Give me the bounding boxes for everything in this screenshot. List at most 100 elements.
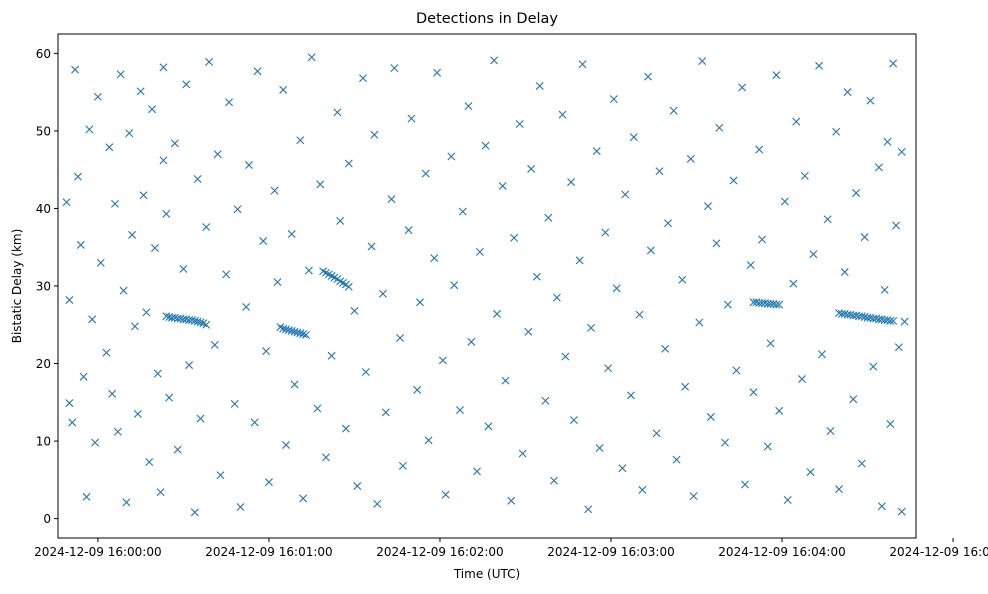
data-point xyxy=(644,72,653,81)
data-point xyxy=(279,85,288,94)
data-point xyxy=(130,322,139,331)
data-point xyxy=(467,337,476,346)
data-point xyxy=(832,127,841,136)
data-point xyxy=(492,309,501,318)
data-point xyxy=(321,453,330,462)
data-point xyxy=(82,492,91,501)
y-tick-label: 10 xyxy=(36,435,51,449)
x-tick-label: 2024-12-09 16:04:00 xyxy=(718,545,845,559)
data-point xyxy=(569,416,578,425)
data-point xyxy=(282,440,291,449)
data-point xyxy=(447,152,456,161)
data-point xyxy=(703,202,712,211)
data-point xyxy=(567,178,576,187)
data-point xyxy=(840,268,849,277)
data-point xyxy=(353,482,362,491)
data-point xyxy=(193,175,202,183)
data-point xyxy=(170,139,179,148)
data-point xyxy=(749,388,758,397)
data-point xyxy=(783,496,792,504)
data-point xyxy=(450,281,459,290)
data-point xyxy=(646,246,655,255)
y-axis-ticks: 0 10 20 30 40 50 60 xyxy=(36,47,58,526)
data-point xyxy=(860,233,869,242)
data-point xyxy=(552,293,561,302)
data-point xyxy=(729,176,738,185)
data-point xyxy=(852,188,861,197)
data-point xyxy=(148,105,157,114)
data-point xyxy=(592,147,601,156)
data-point xyxy=(159,156,168,165)
data-point xyxy=(458,207,467,216)
data-point xyxy=(869,362,878,371)
data-point xyxy=(857,312,866,321)
data-point xyxy=(290,380,299,389)
data-point xyxy=(304,266,313,275)
data-point xyxy=(857,459,866,468)
data-point xyxy=(886,316,895,325)
data-point xyxy=(316,180,325,189)
data-point xyxy=(76,240,85,249)
data-point xyxy=(438,356,447,365)
data-point xyxy=(433,68,442,77)
data-point xyxy=(715,123,724,132)
data-point xyxy=(755,299,764,308)
data-point xyxy=(91,438,100,447)
data-point xyxy=(430,254,439,263)
data-point xyxy=(817,350,826,359)
data-point xyxy=(558,110,567,119)
data-point xyxy=(302,330,310,339)
data-point xyxy=(698,57,707,66)
data-point xyxy=(185,361,194,370)
data-point xyxy=(835,485,844,494)
data-point xyxy=(111,199,119,208)
data-point xyxy=(612,284,621,293)
data-point xyxy=(800,171,809,180)
data-point xyxy=(390,64,399,73)
data-point xyxy=(883,137,892,146)
y-axis-label: Bistatic Delay (km) xyxy=(10,229,24,344)
data-point xyxy=(535,81,544,90)
data-point xyxy=(652,429,661,438)
data-point xyxy=(413,385,422,394)
data-point xyxy=(216,471,225,480)
data-point xyxy=(421,169,430,178)
data-point xyxy=(518,449,527,458)
data-point xyxy=(341,424,350,433)
x-tick-label: 2024-12-09 16:01:00 xyxy=(205,545,332,559)
data-point xyxy=(190,316,199,325)
data-point xyxy=(62,198,71,207)
data-point xyxy=(236,502,245,511)
data-point xyxy=(196,414,205,423)
data-point xyxy=(287,326,296,335)
data-point xyxy=(843,88,852,97)
data-point xyxy=(378,289,387,298)
data-point xyxy=(416,298,425,307)
data-point xyxy=(501,376,510,385)
data-point xyxy=(755,145,764,154)
data-point xyxy=(481,141,490,150)
data-point xyxy=(296,329,305,338)
data-point xyxy=(187,316,196,325)
data-point xyxy=(287,230,296,239)
data-point xyxy=(498,181,507,190)
data-point xyxy=(253,67,262,76)
data-point xyxy=(407,114,416,123)
data-point xyxy=(544,213,553,222)
data-point xyxy=(225,98,234,107)
data-point xyxy=(336,216,345,225)
data-point xyxy=(359,74,367,83)
data-point xyxy=(162,209,171,218)
data-point xyxy=(549,476,558,485)
data-point xyxy=(233,205,242,214)
data-point xyxy=(686,154,695,163)
y-tick-label: 60 xyxy=(36,47,51,61)
data-point xyxy=(618,464,627,473)
data-point xyxy=(823,215,832,224)
data-point xyxy=(116,70,125,79)
data-point xyxy=(128,230,137,239)
data-point xyxy=(313,404,322,413)
data-point xyxy=(561,352,570,361)
data-point xyxy=(772,71,781,80)
